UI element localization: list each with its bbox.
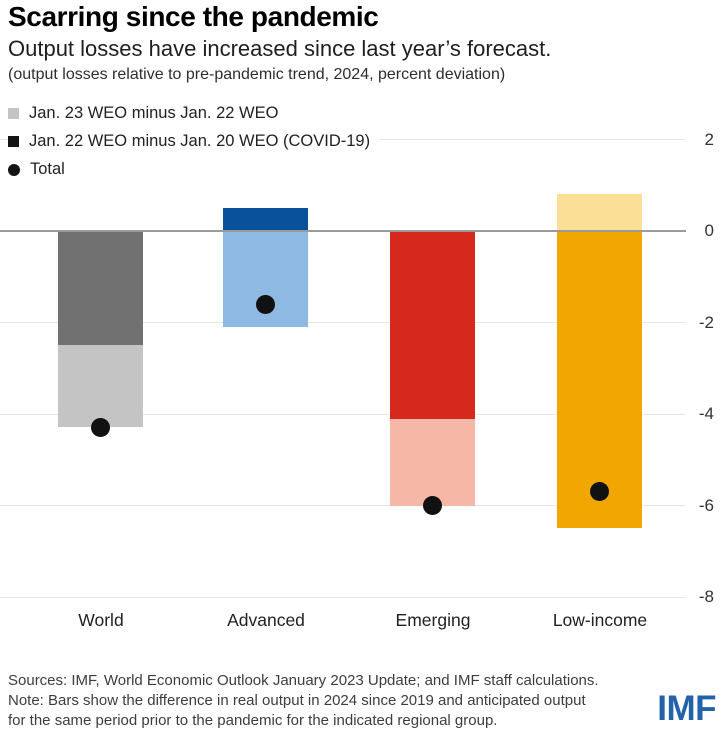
- legend-item-jan22-minus-jan20: Jan. 22 WEO minus Jan. 20 WEO (COVID-19): [8, 130, 381, 153]
- bar-segment-revision: [58, 345, 143, 427]
- y-axis-tick-label: -4: [698, 404, 714, 423]
- total-dot: [91, 418, 110, 437]
- bar-segment-revision: [557, 194, 642, 231]
- legend-label: Total: [30, 160, 65, 178]
- y-axis-tick-label: -6: [698, 496, 714, 515]
- gridline: [0, 322, 686, 323]
- category-label: Advanced: [227, 610, 305, 630]
- total-dot: [590, 482, 609, 501]
- gridline: [0, 505, 686, 506]
- total-dot: [423, 496, 442, 515]
- chart-subtitle: Output losses have increased since last …: [8, 35, 552, 61]
- legend-label: Jan. 23 WEO minus Jan. 22 WEO: [29, 104, 279, 122]
- chart-legend: Jan. 23 WEO minus Jan. 22 WEO Jan. 22 WE…: [8, 102, 381, 181]
- gridline: [0, 597, 686, 598]
- gridline: [0, 414, 686, 415]
- y-axis-tick-label: -8: [698, 587, 714, 606]
- bar-segment-covid: [58, 231, 143, 345]
- legend-dot-icon: [8, 163, 20, 176]
- bar-segment-covid: [390, 231, 475, 419]
- y-axis-tick-label: 0: [704, 221, 714, 240]
- footer-sources: Sources: IMF, World Economic Outlook Jan…: [8, 672, 599, 689]
- page-title: Scarring since the pandemic: [8, 1, 379, 32]
- legend-item-jan23-minus-jan22: Jan. 23 WEO minus Jan. 22 WEO: [8, 102, 289, 125]
- bar-segment-covid: [223, 208, 308, 231]
- total-dot: [256, 295, 275, 314]
- y-axis-tick-label: -2: [698, 313, 714, 332]
- bar-segment-revision: [390, 419, 475, 506]
- legend-square-dark-icon: [8, 136, 19, 147]
- footer-note-line2: for the same period prior to the pandemi…: [8, 711, 498, 729]
- legend-item-total: Total: [8, 158, 75, 181]
- imf-logo: IMF: [657, 689, 716, 728]
- category-label: Emerging: [395, 610, 471, 630]
- chart-header: Scarring since the pandemic Output losse…: [8, 1, 552, 84]
- zero-line: [0, 230, 686, 232]
- category-label: World: [78, 610, 124, 630]
- y-axis-tick-label: 2: [704, 130, 714, 149]
- chart-unit-note: (output losses relative to pre-pandemic …: [8, 66, 506, 84]
- bar-segment-covid: [557, 231, 642, 528]
- chart-footer: Sources: IMF, World Economic Outlook Jan…: [8, 671, 648, 731]
- legend-label: Jan. 22 WEO minus Jan. 20 WEO (COVID-19): [29, 132, 371, 150]
- footer-note-line1: Note: Bars show the difference in real o…: [8, 691, 586, 709]
- category-label: Low-income: [552, 610, 648, 630]
- legend-square-light-icon: [8, 108, 19, 119]
